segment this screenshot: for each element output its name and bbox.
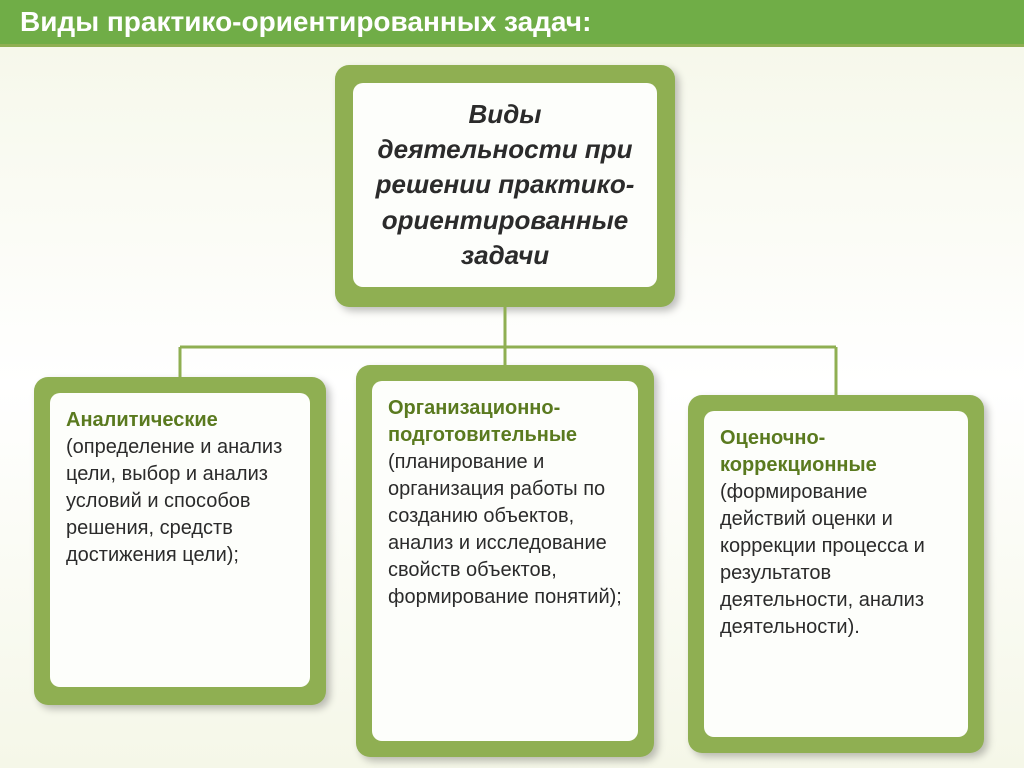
page-title: Виды практико-ориентированных задач: <box>20 6 591 37</box>
title-bar: Виды практико-ориентированных задач: <box>0 0 1024 44</box>
accent-line <box>0 44 1024 47</box>
connector-lines <box>0 47 1024 767</box>
org-chart: Виды деятельности при решении практико-о… <box>0 47 1024 767</box>
